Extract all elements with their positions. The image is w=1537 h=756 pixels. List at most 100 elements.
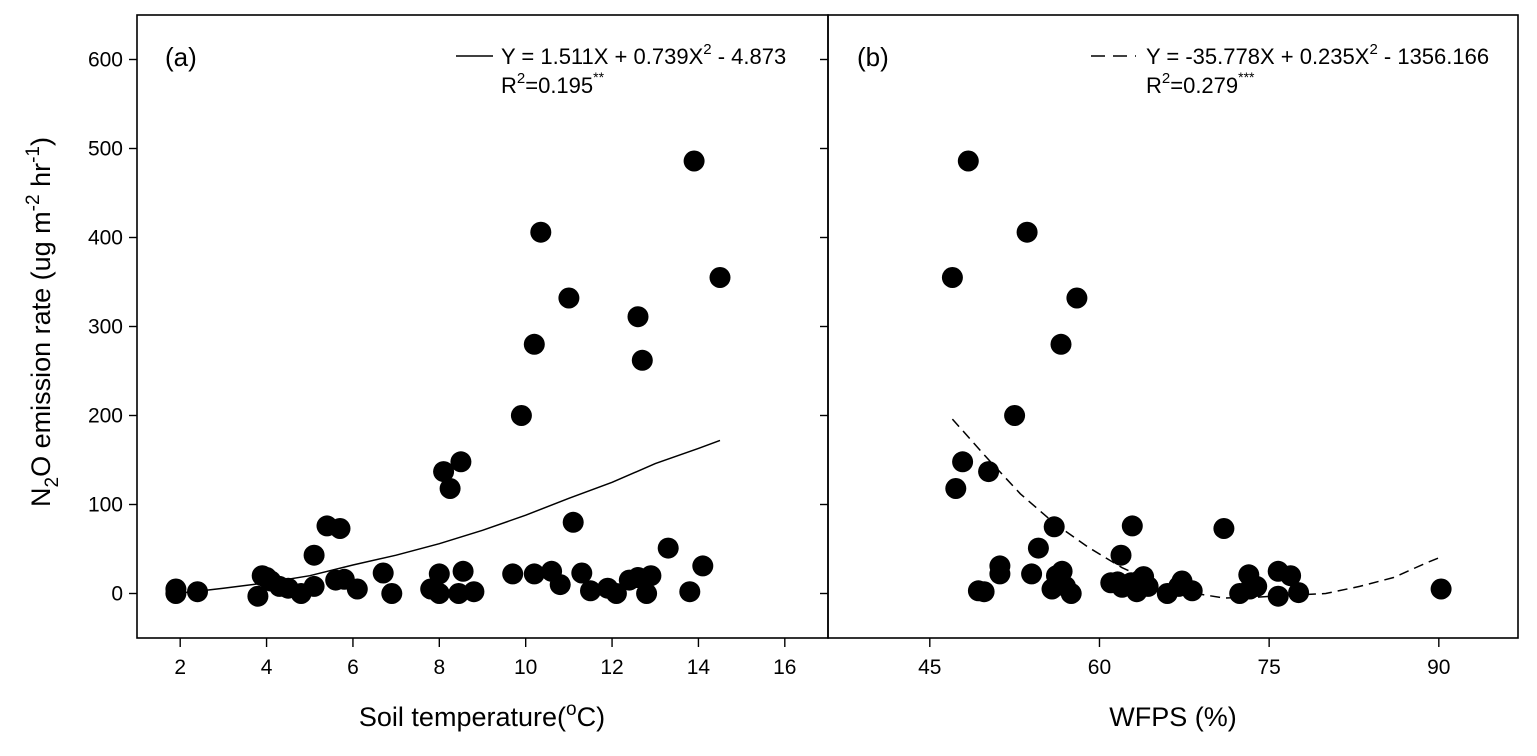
- panel-b-data-point: [1027, 537, 1049, 559]
- panel-a-data-point: [463, 581, 485, 603]
- panel-b-data-point: [1050, 333, 1072, 355]
- panel-a-x-tick-label: 14: [687, 656, 711, 679]
- panel-a-fit: [175, 439, 721, 595]
- panel-a-data-point: [605, 583, 627, 604]
- panel-a-y-tick-label: 300: [88, 316, 123, 339]
- panel-b-data-point: [1137, 575, 1159, 597]
- panel-a: 2 4 6 8 10 12 14 16 0 100 200 300 400 500 600 (a) Y = …: [88, 14, 829, 732]
- panel-a-x-tick-label: 8: [433, 656, 445, 679]
- panel-b-data-point: [973, 581, 995, 603]
- panel-a-data-point: [523, 333, 545, 355]
- panel-b-x-tick-label: 75: [1257, 656, 1280, 679]
- panel-a-data-point: [448, 583, 470, 604]
- panel-a-data-point: [523, 563, 545, 585]
- panel-b-data-point: [945, 478, 967, 499]
- panel-a-data-point: [558, 287, 580, 309]
- panel-b-data-point: [1288, 582, 1310, 604]
- panel-a-equation: Y = 1.511X + 0.739X2 - 4.873: [501, 41, 786, 69]
- panel-a-r2: R2=0.195**: [501, 69, 605, 98]
- panel-a-x-axis-title: Soil temperature(oC): [359, 699, 605, 732]
- panel-b-data-point: [1110, 544, 1132, 566]
- panel-b-data-point: [1267, 585, 1289, 607]
- panel-a-data-point: [433, 461, 455, 483]
- panel-b-data-point: [1021, 563, 1043, 585]
- panel-a-data-point: [502, 563, 524, 585]
- panel-a-data-point: [683, 150, 705, 172]
- panel-a-ticks: 2 4 6 8 10 12 14 16 0 100 200 300 400 500 600: [88, 49, 797, 680]
- panel-b-data-point: [1121, 515, 1143, 537]
- panel-a-fit-curve: [175, 439, 721, 595]
- panel-a-data-point: [428, 563, 450, 585]
- panel-b-equation: Y = -35.778X + 0.235X2 - 1356.166: [1146, 41, 1489, 69]
- panel-b-frame: [827, 14, 1519, 639]
- panel-a-data-point: [562, 511, 584, 533]
- panel-a-data-point: [580, 580, 601, 602]
- panel-a-data-point: [247, 585, 269, 607]
- panel-a-x-tick-label: 2: [174, 656, 186, 679]
- panel-a-x-tick-label: 4: [261, 656, 273, 679]
- panel-a-data-point: [640, 565, 662, 587]
- panel-a-points: [165, 150, 731, 607]
- panel-b-x-axis-title: WFPS (%): [1109, 702, 1237, 732]
- panel-b-data-point: [978, 461, 1000, 483]
- panel-a-data-point: [165, 583, 187, 604]
- panel-a-data-point: [439, 478, 461, 499]
- panel-a-data-point: [303, 544, 325, 566]
- y-axis-title: N2O emission rate (ug m-2 hr-1): [23, 137, 63, 507]
- panel-a-y-tick-label: 600: [88, 49, 123, 72]
- panel-a-data-point: [381, 583, 403, 604]
- panel-b-x-tick-label: 45: [918, 656, 941, 679]
- panel-b: 45 60 75 90 (b) Y = -35.778X + 0.235X2 - 13…: [820, 14, 1519, 732]
- panel-a-data-point: [679, 581, 701, 603]
- panel-b-data-point: [1280, 565, 1302, 587]
- panel-b-x-tick-label: 60: [1088, 656, 1111, 679]
- panel-a-y-tick-label: 0: [111, 583, 123, 606]
- panel-a-data-point: [627, 306, 649, 328]
- panel-a-x-tick-label: 10: [514, 656, 537, 679]
- panel-b-data-point: [952, 451, 974, 473]
- panel-a-data-point: [303, 575, 325, 597]
- panel-b-data-point: [1181, 580, 1203, 602]
- panel-a-y-tick-label: 500: [88, 138, 123, 161]
- panel-b-x-tick-label: 90: [1427, 656, 1450, 679]
- panel-a-data-point: [187, 581, 208, 603]
- panel-b-fit: [951, 418, 1442, 599]
- panel-a-x-tick-label: 16: [773, 656, 796, 679]
- panel-a-data-point: [631, 349, 653, 371]
- panel-b-data-point: [989, 563, 1011, 585]
- panel-b-data-point: [1213, 518, 1235, 539]
- panel-a-data-point: [346, 578, 368, 600]
- panel-a-y-tick-label: 200: [88, 405, 123, 428]
- panel-a-label: (a): [165, 42, 197, 72]
- panel-b-points: [941, 150, 1452, 607]
- panel-b-fit-curve: [951, 418, 1442, 599]
- panel-b-data-point: [1066, 287, 1088, 309]
- panel-b-ticks: 45 60 75 90: [820, 58, 1450, 679]
- panel-b-data-point: [1060, 583, 1082, 604]
- panel-a-frame: [136, 14, 829, 639]
- panel-a-data-point: [549, 574, 571, 596]
- panel-b-data-point: [1246, 575, 1268, 597]
- panel-a-data-point: [450, 451, 472, 473]
- panel-a-data-point: [428, 583, 450, 604]
- panel-a-data-point: [329, 518, 351, 539]
- panel-b-label: (b): [857, 42, 889, 72]
- panel-a-data-point: [372, 562, 394, 584]
- panel-a-data-point: [709, 267, 731, 288]
- panel-a-data-point: [530, 221, 552, 243]
- panel-b-data-point: [957, 150, 979, 172]
- panel-b-r2: R2=0.279***: [1146, 69, 1255, 98]
- panel-a-x-tick-label: 6: [347, 656, 359, 679]
- panel-a-y-tick-label: 400: [88, 227, 123, 250]
- panel-a-x-tick-label: 12: [600, 656, 623, 679]
- panel-a-data-point: [692, 555, 714, 577]
- panel-a-data-point: [571, 562, 593, 584]
- panel-b-data-point: [941, 267, 963, 288]
- panel-a-y-tick-label: 100: [88, 494, 123, 517]
- panel-a-data-point: [657, 537, 679, 559]
- panel-a-data-point: [452, 560, 474, 582]
- panel-b-data-point: [1004, 405, 1026, 426]
- panel-b-data-point: [1016, 221, 1038, 243]
- panel-a-data-point: [510, 405, 532, 426]
